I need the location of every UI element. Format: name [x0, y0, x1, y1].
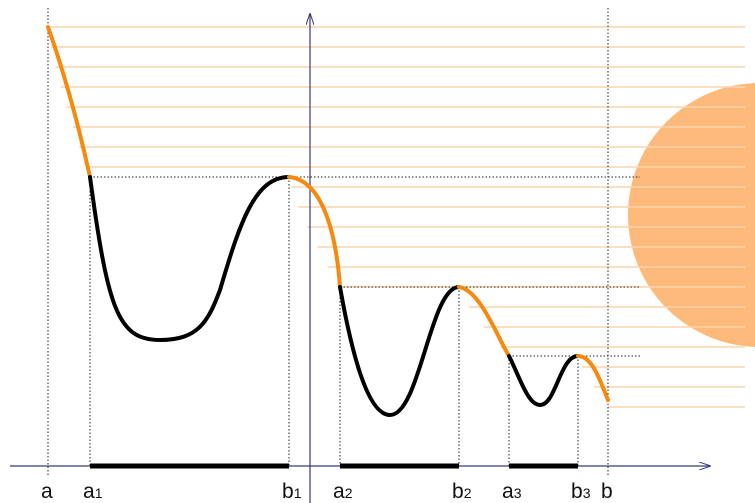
point-label: b [601, 480, 613, 503]
point-label: b3 [571, 480, 591, 503]
label-sub: 3 [583, 485, 591, 501]
point-label: a3 [502, 480, 522, 503]
sun-rays [48, 26, 745, 408]
label-sub: 1 [95, 485, 103, 501]
label-main: b [601, 480, 613, 503]
sun [628, 83, 755, 347]
label-main: a [41, 480, 53, 503]
guide-lines [47, 8, 640, 475]
label-sub: 2 [464, 485, 472, 501]
point-label: b2 [452, 480, 472, 503]
label-sub: 1 [294, 485, 302, 501]
label-main: a [502, 480, 514, 503]
point-label: a [41, 480, 53, 503]
label-main: a [333, 480, 345, 503]
label-main: b [452, 480, 464, 503]
label-main: b [282, 480, 294, 503]
label-main: a [83, 480, 95, 503]
point-label: b1 [282, 480, 302, 503]
label-sub: 3 [514, 485, 522, 501]
curve [46, 25, 610, 418]
label-sub: 2 [345, 485, 353, 501]
labels: a a1 b1 a2 b2 a3 b3 b [41, 480, 613, 503]
point-label: a1 [83, 480, 103, 503]
label-main: b [571, 480, 583, 503]
point-label: a2 [333, 480, 353, 503]
